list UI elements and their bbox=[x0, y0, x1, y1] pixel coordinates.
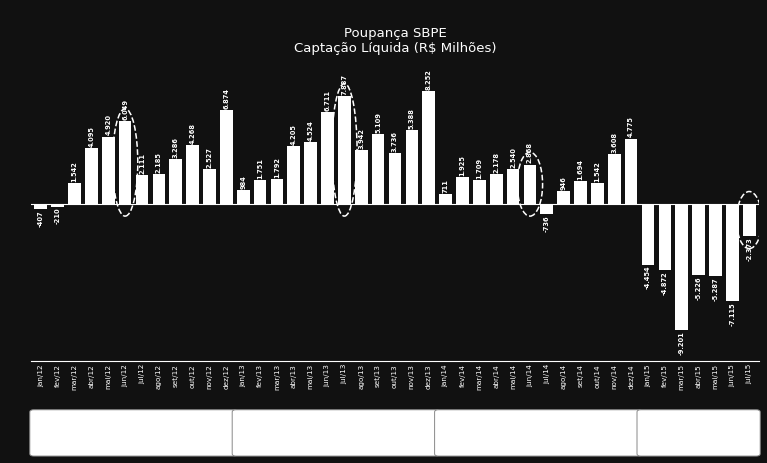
Text: -4.872: -4.872 bbox=[662, 272, 668, 295]
Text: 2.540: 2.540 bbox=[510, 147, 516, 168]
Bar bbox=[423, 91, 435, 204]
Bar bbox=[304, 142, 317, 204]
Text: 1.709: 1.709 bbox=[476, 158, 482, 179]
Text: 1.751: 1.751 bbox=[257, 158, 263, 179]
Bar bbox=[473, 181, 486, 204]
Bar bbox=[676, 204, 688, 330]
Text: -407: -407 bbox=[38, 211, 44, 227]
Text: 2.527: 2.527 bbox=[206, 147, 212, 168]
Bar bbox=[574, 181, 587, 204]
Bar bbox=[726, 204, 739, 301]
Text: 7.887: 7.887 bbox=[341, 74, 347, 95]
Text: 5.109: 5.109 bbox=[375, 112, 381, 133]
Bar bbox=[490, 174, 502, 204]
Text: -2.373: -2.373 bbox=[746, 238, 752, 261]
Text: 4.524: 4.524 bbox=[308, 120, 314, 141]
Text: -4.454: -4.454 bbox=[645, 266, 651, 289]
Text: 1.542: 1.542 bbox=[71, 161, 77, 181]
Text: 6.049: 6.049 bbox=[122, 99, 128, 120]
Bar bbox=[203, 169, 216, 204]
Bar bbox=[237, 190, 249, 204]
Bar bbox=[68, 183, 81, 204]
Text: -736: -736 bbox=[544, 215, 550, 232]
Bar bbox=[288, 146, 300, 204]
Text: 8.252: 8.252 bbox=[426, 69, 432, 90]
Text: 984: 984 bbox=[240, 175, 246, 189]
Bar bbox=[389, 153, 401, 204]
Bar bbox=[35, 204, 47, 209]
Text: 2.868: 2.868 bbox=[527, 143, 533, 163]
Text: 3.608: 3.608 bbox=[611, 132, 617, 153]
Bar bbox=[338, 96, 351, 204]
Text: 2.111: 2.111 bbox=[139, 153, 145, 174]
Text: -5.226: -5.226 bbox=[696, 276, 702, 300]
Bar bbox=[355, 150, 367, 204]
Text: 4.268: 4.268 bbox=[189, 123, 196, 144]
Bar bbox=[321, 112, 334, 204]
Bar bbox=[608, 155, 621, 204]
Text: 2.185: 2.185 bbox=[156, 152, 162, 173]
Text: -9.201: -9.201 bbox=[679, 331, 685, 355]
Text: 4.095: 4.095 bbox=[88, 126, 94, 147]
Text: 711: 711 bbox=[443, 179, 449, 193]
Bar bbox=[456, 177, 469, 204]
Text: 4.775: 4.775 bbox=[628, 117, 634, 138]
Bar bbox=[693, 204, 705, 275]
Text: 4.920: 4.920 bbox=[105, 114, 111, 135]
Text: -7.115: -7.115 bbox=[729, 302, 736, 326]
Bar bbox=[743, 204, 755, 236]
Text: 1.792: 1.792 bbox=[274, 157, 280, 178]
Bar bbox=[186, 145, 199, 204]
Bar bbox=[85, 148, 97, 204]
Bar bbox=[406, 130, 418, 204]
Bar bbox=[524, 164, 536, 204]
Text: 946: 946 bbox=[561, 176, 567, 190]
Text: 3.286: 3.286 bbox=[173, 137, 179, 158]
Bar bbox=[136, 175, 148, 204]
Text: 1.925: 1.925 bbox=[459, 156, 466, 176]
Bar bbox=[591, 183, 604, 204]
Bar bbox=[507, 169, 519, 204]
Text: 4.205: 4.205 bbox=[291, 125, 297, 145]
Bar bbox=[558, 191, 570, 204]
Text: 3.942: 3.942 bbox=[358, 128, 364, 149]
Bar bbox=[642, 204, 654, 265]
Text: 1.542: 1.542 bbox=[594, 161, 601, 181]
Text: 6.874: 6.874 bbox=[223, 88, 229, 109]
Bar bbox=[541, 204, 553, 214]
Bar bbox=[271, 179, 283, 204]
Text: 3.736: 3.736 bbox=[392, 131, 398, 151]
Text: -210: -210 bbox=[54, 208, 61, 225]
Text: 5.388: 5.388 bbox=[409, 108, 415, 129]
Bar bbox=[170, 159, 182, 204]
Bar bbox=[439, 194, 452, 204]
Bar bbox=[254, 180, 266, 204]
Bar bbox=[220, 110, 232, 204]
Text: 6.711: 6.711 bbox=[324, 90, 331, 111]
Title: Poupança SBPE
Captação Líquida (R$ Milhões): Poupança SBPE Captação Líquida (R$ Milhõ… bbox=[294, 27, 496, 55]
Text: -5.287: -5.287 bbox=[713, 277, 719, 301]
Bar bbox=[102, 137, 114, 204]
Bar bbox=[153, 174, 165, 204]
Text: 1.694: 1.694 bbox=[578, 158, 584, 180]
Bar bbox=[51, 204, 64, 206]
Bar bbox=[625, 138, 637, 204]
Text: 2.178: 2.178 bbox=[493, 152, 499, 173]
Bar bbox=[709, 204, 722, 276]
Bar bbox=[119, 121, 131, 204]
Bar bbox=[372, 134, 384, 204]
Bar bbox=[659, 204, 671, 270]
